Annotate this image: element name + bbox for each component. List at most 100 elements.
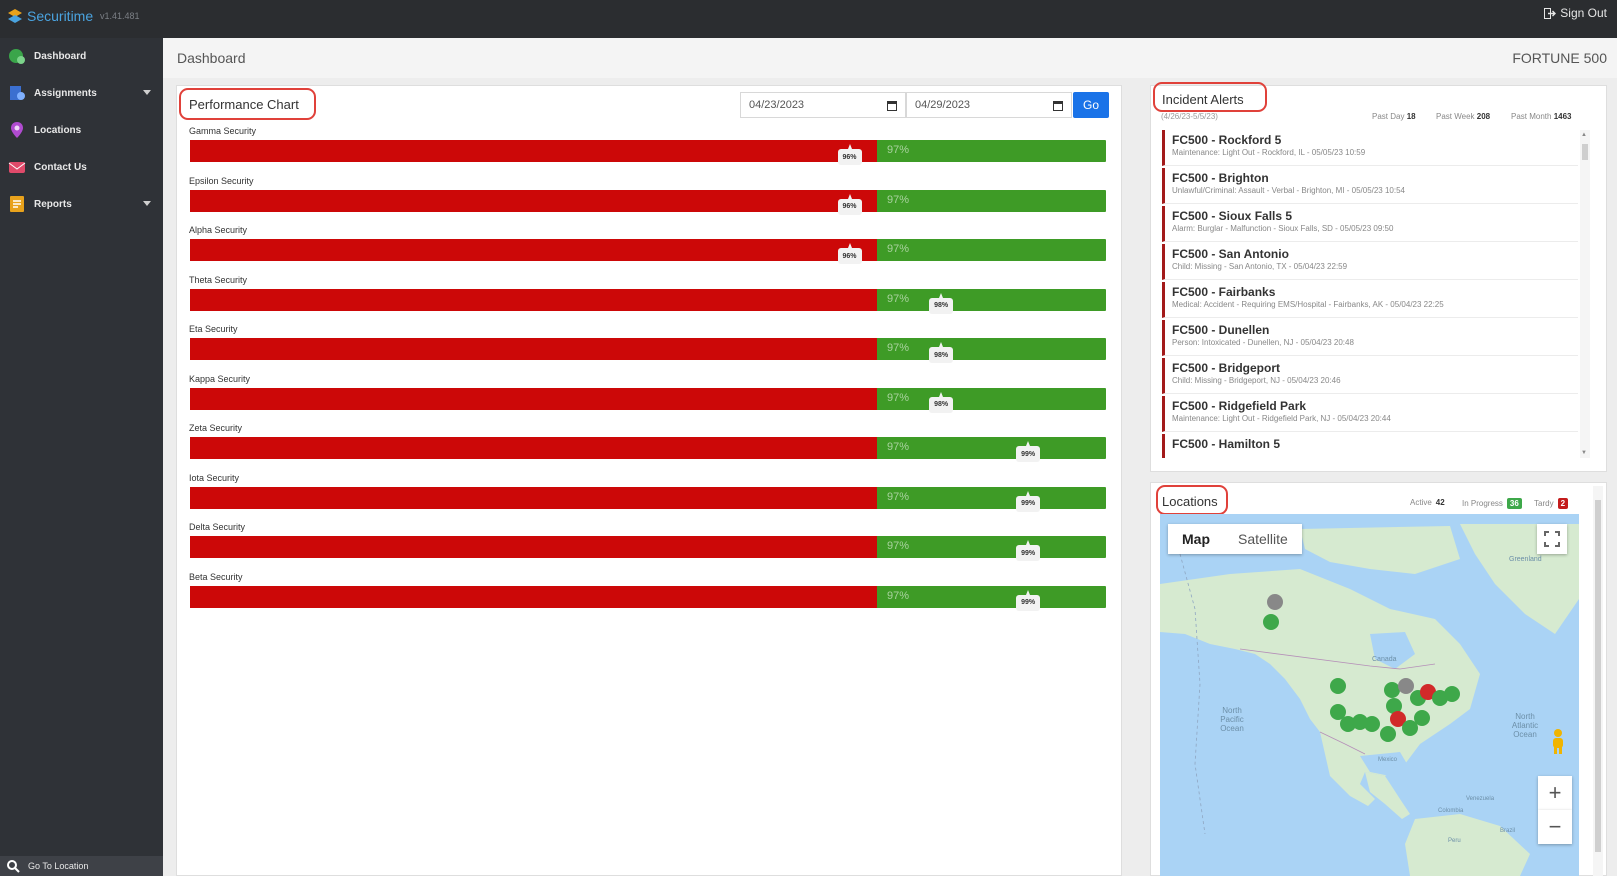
- sidebar-item-assignments[interactable]: Assignments: [0, 78, 163, 108]
- stat-label: Past Day: [1372, 112, 1405, 121]
- start-date-input[interactable]: 04/23/2023: [740, 92, 906, 118]
- alert-item[interactable]: FC500 - Fairbanks Medical: Accident - Re…: [1162, 282, 1578, 318]
- stat-label: Tardy: [1534, 499, 1554, 508]
- dashboard-icon: [8, 47, 26, 65]
- app-name: Securitime: [27, 8, 94, 24]
- locations-map[interactable]: Greenland Canada North Pacific Ocean Nor…: [1160, 514, 1579, 876]
- bar-target-label: 97%: [887, 243, 910, 255]
- locations-scroll-thumb[interactable]: [1595, 500, 1601, 852]
- bar-below-target-segment: [190, 437, 877, 459]
- sidebar-item-contact-us[interactable]: Contact Us: [0, 152, 163, 182]
- fullscreen-icon: [1544, 531, 1560, 547]
- sign-out-label: Sign Out: [1560, 6, 1607, 20]
- street-view-pegman[interactable]: [1543, 726, 1573, 756]
- alert-detail: Child: Missing - San Antonio, TX - 05/04…: [1172, 262, 1348, 271]
- bar-target-label: 97%: [887, 540, 910, 552]
- calendar-icon: [887, 101, 897, 111]
- alert-item[interactable]: FC500 - Sioux Falls 5 Alarm: Burglar - M…: [1162, 206, 1578, 242]
- go-button[interactable]: Go: [1073, 92, 1109, 118]
- alert-item[interactable]: FC500 - Dunellen Person: Intoxicated - D…: [1162, 320, 1578, 356]
- performance-bar[interactable]: 97% 99%: [190, 585, 1106, 611]
- incident-alerts-list: FC500 - Rockford 5 Maintenance: Light Ou…: [1162, 130, 1578, 458]
- scroll-down-icon[interactable]: ▼: [1581, 450, 1587, 456]
- locations-scrollbar[interactable]: [1593, 486, 1603, 876]
- plus-icon: +: [1548, 780, 1562, 805]
- reports-icon: [8, 195, 26, 213]
- alerts-past-day: Past Day 18: [1372, 112, 1416, 121]
- calendar-icon: [1053, 101, 1063, 111]
- organization-name: FORTUNE 500: [1512, 50, 1607, 66]
- alert-detail: Person: Intoxicated - Dunellen, NJ - 05/…: [1172, 338, 1354, 347]
- alert-title: FC500 - Bridgeport: [1172, 361, 1281, 375]
- bar-below-target-segment: [190, 288, 877, 311]
- performance-bar[interactable]: 97% 96%: [190, 140, 1106, 165]
- scroll-up-icon[interactable]: ▲: [1581, 132, 1587, 138]
- incident-alerts-panel: [1150, 85, 1607, 472]
- go-to-location-button[interactable]: Go To Location: [0, 856, 163, 876]
- performance-chart-title-highlight: [179, 88, 316, 120]
- search-icon: [7, 860, 20, 873]
- start-date-value: 04/23/2023: [749, 99, 805, 111]
- zoom-out-button[interactable]: −: [1538, 810, 1572, 844]
- bar-label: Beta Security: [189, 571, 243, 582]
- alert-detail: Medical: Accident - Requiring EMS/Hospit…: [1172, 300, 1444, 309]
- bar-target-label: 97%: [887, 391, 910, 404]
- sidebar-item-label: Dashboard: [34, 50, 87, 62]
- alert-item[interactable]: FC500 - Rockford 5 Maintenance: Light Ou…: [1162, 130, 1578, 166]
- performance-bar[interactable]: 97% 99%: [190, 486, 1106, 512]
- stat-label: Active: [1410, 498, 1432, 507]
- minus-icon: −: [1548, 814, 1562, 839]
- sidebar-item-label: Reports: [34, 198, 72, 210]
- bar-target-label: 97%: [887, 490, 910, 503]
- bar-label: Theta Security: [189, 274, 248, 285]
- alert-item[interactable]: FC500 - Brighton Unlawful/Criminal: Assa…: [1162, 168, 1578, 204]
- location-pin-icon: [8, 121, 26, 139]
- end-date-input[interactable]: 04/29/2023: [906, 92, 1072, 118]
- performance-bar[interactable]: 97% 96%: [190, 239, 1106, 264]
- fullscreen-button[interactable]: [1537, 524, 1567, 554]
- inprogress-badge: 36: [1506, 498, 1522, 509]
- alerts-scrollbar[interactable]: ▲ ▼: [1580, 130, 1590, 458]
- sidebar-item-dashboard[interactable]: Dashboard: [0, 41, 163, 71]
- sidebar-item-locations[interactable]: Locations: [0, 115, 163, 145]
- alerts-scroll-thumb[interactable]: [1582, 144, 1588, 160]
- bar-below-target-segment: [190, 585, 877, 608]
- alert-title: FC500 - Hamilton 5: [1172, 437, 1281, 451]
- performance-chart-panel: [176, 85, 1122, 876]
- alert-detail: Maintenance: Light Out - Rockford, IL - …: [1172, 148, 1366, 157]
- bar-value-marker: 96%: [837, 144, 862, 165]
- alert-item[interactable]: FC500 - Ridgefield Park Maintenance: Lig…: [1162, 396, 1578, 432]
- bar-label: Alpha Security: [189, 225, 248, 235]
- performance-bar[interactable]: 97% 98%: [190, 288, 1106, 314]
- app-version: v1.41.481: [100, 11, 140, 21]
- bar-target-label: 97%: [887, 193, 910, 206]
- bar-below-target-segment: [190, 486, 877, 509]
- bar-value-marker: 96%: [837, 193, 862, 215]
- performance-bar[interactable]: 97% 99%: [190, 536, 1106, 561]
- alerts-past-month: Past Month 1463: [1511, 112, 1572, 121]
- performance-bar[interactable]: 97% 98%: [190, 338, 1106, 363]
- sign-out-button[interactable]: Sign Out: [1544, 6, 1607, 20]
- bar-label: Iota Security: [189, 472, 240, 483]
- bar-target-label: 97%: [887, 342, 910, 354]
- map-label-venezuela: Venezuela: [1466, 796, 1495, 802]
- performance-bar[interactable]: 97% 96%: [190, 189, 1106, 215]
- map-tab-satellite[interactable]: Satellite: [1238, 531, 1288, 547]
- map-label-colombia: Colombia: [1438, 808, 1464, 814]
- stat-label: Past Month: [1511, 112, 1552, 121]
- alert-title: FC500 - Ridgefield Park: [1172, 399, 1307, 413]
- alert-title: FC500 - Fairbanks: [1172, 285, 1276, 299]
- performance-bar[interactable]: 97% 99%: [190, 437, 1106, 462]
- locations-active-stat: Active 42: [1410, 498, 1445, 507]
- alert-item[interactable]: FC500 - San Antonio Child: Missing - San…: [1162, 244, 1578, 280]
- performance-bar[interactable]: 97% 98%: [190, 387, 1106, 413]
- bar-target-label: 97%: [887, 589, 910, 602]
- alert-item[interactable]: FC500 - Hamilton 5: [1162, 434, 1578, 458]
- map-tab-map[interactable]: Map: [1182, 531, 1210, 547]
- bar-below-target-segment: [190, 140, 877, 162]
- zoom-in-button[interactable]: +: [1538, 776, 1572, 810]
- sidebar-item-reports[interactable]: Reports: [0, 189, 163, 219]
- app-logo[interactable]: Securitime: [6, 8, 93, 24]
- bar-value-marker: 98%: [929, 292, 954, 314]
- alert-item[interactable]: FC500 - Bridgeport Child: Missing - Brid…: [1162, 358, 1578, 394]
